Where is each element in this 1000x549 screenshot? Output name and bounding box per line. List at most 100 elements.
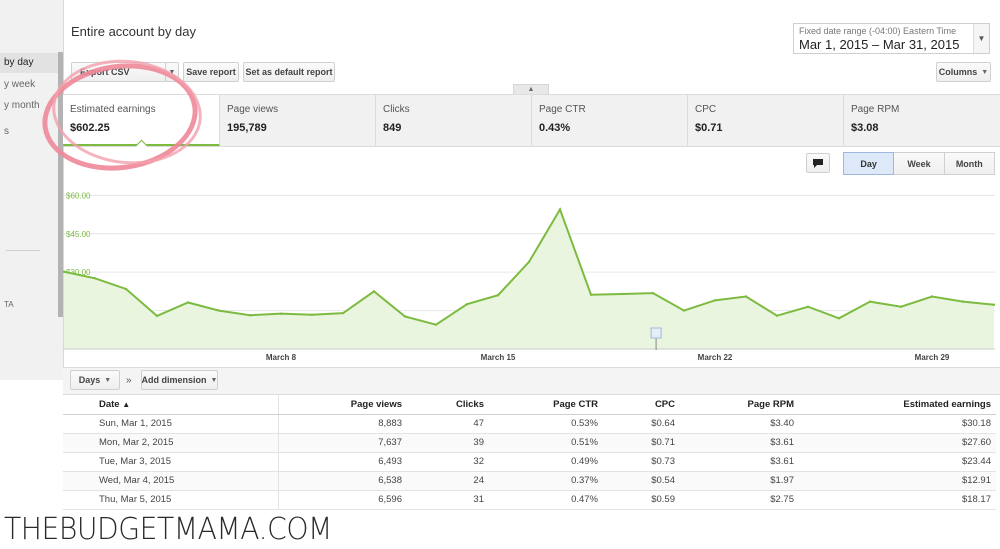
- table-cell: $0.71: [603, 433, 680, 453]
- collapse-handle[interactable]: ▲: [513, 84, 549, 94]
- data-point: [248, 314, 252, 317]
- metric-page-views[interactable]: Page views 195,789: [220, 95, 376, 146]
- column-header-cpc[interactable]: CPC: [603, 395, 680, 415]
- metric-cpc[interactable]: CPC $0.71: [688, 95, 844, 146]
- table-cell: Tue, Mar 3, 2015: [63, 452, 279, 472]
- column-header-date[interactable]: Date ▲: [63, 395, 279, 415]
- metrics-bar: Estimated earnings $602.25 Page views 19…: [63, 94, 1000, 147]
- column-header-estimated-earnings[interactable]: Estimated earnings: [799, 395, 996, 415]
- table-cell: $18.17: [799, 490, 996, 510]
- table-cell: $0.73: [603, 452, 680, 472]
- table-cell: $1.97: [680, 471, 799, 491]
- table-cell: 6,538: [278, 471, 407, 491]
- column-header-page-rpm[interactable]: Page RPM: [680, 395, 799, 415]
- table-row: Wed, Mar 4, 2015 6,538 24 0.37% $0.54 $1.97 $1…: [63, 471, 996, 491]
- columns-label: Columns: [938, 67, 978, 77]
- table-cell: Mon, Mar 2, 2015: [63, 433, 279, 453]
- comment-icon[interactable]: [806, 153, 830, 173]
- date-range-picker[interactable]: Fixed date range (-04:00) Eastern Time M…: [793, 23, 990, 54]
- week-button[interactable]: Week: [894, 152, 945, 175]
- data-point: [775, 314, 779, 317]
- data-point: [372, 290, 376, 293]
- data-point: [310, 313, 314, 316]
- metric-value: $0.71: [695, 122, 723, 134]
- column-header-page-views[interactable]: Page views: [278, 395, 407, 415]
- metric-page-rpm[interactable]: Page RPM $3.08: [844, 95, 1000, 146]
- set-default-report-button[interactable]: Set as default report: [243, 62, 335, 82]
- date-range-label: Fixed date range (-04:00) Eastern Time: [799, 26, 957, 36]
- table-cell: 6,493: [278, 452, 407, 472]
- table-row: Thu, Mar 5, 2015 6,596 31 0.47% $0.59 $2.75 $1…: [63, 490, 996, 510]
- metric-value: 849: [383, 122, 402, 134]
- table-cell: 0.49%: [489, 452, 603, 472]
- data-point: [620, 292, 624, 296]
- columns-button[interactable]: Columns ▼: [936, 62, 991, 82]
- column-header-clicks[interactable]: Clicks: [407, 395, 489, 415]
- table-row: Sun, Mar 1, 2015 8,883 47 0.53% $0.64 $3.40 $3…: [63, 414, 996, 434]
- watermark: THEBUDGETMAMA.COM: [4, 512, 332, 547]
- table-cell: $30.18: [799, 414, 996, 434]
- data-point: [868, 300, 872, 303]
- table-cell: 0.53%: [489, 414, 603, 434]
- data-point: [217, 309, 221, 312]
- data-point: [930, 295, 934, 298]
- sidebar: by day y week y month s TA: [0, 0, 64, 380]
- data-point: [992, 303, 995, 306]
- export-dropdown-button[interactable]: ▼: [165, 62, 179, 82]
- sidebar-item-by-month[interactable]: y month: [4, 100, 40, 111]
- chevron-down-icon[interactable]: ▼: [973, 24, 989, 53]
- table-header-row: Date ▲ Page views Clicks Page CTR CPC Pa…: [63, 395, 996, 415]
- metric-clicks[interactable]: Clicks 849: [376, 95, 532, 146]
- sidebar-item-ta[interactable]: TA: [4, 300, 14, 309]
- metric-label: Estimated earnings: [70, 104, 156, 115]
- x-tick-label: March 15: [481, 353, 516, 362]
- day-button[interactable]: Day: [843, 152, 895, 175]
- data-point: [403, 315, 407, 318]
- metric-estimated-earnings[interactable]: Estimated earnings $602.25: [63, 95, 220, 146]
- table-cell: 0.47%: [489, 490, 603, 510]
- export-csv-label: Export CSV: [80, 67, 130, 77]
- data-point: [93, 277, 97, 280]
- metric-label: CPC: [695, 104, 717, 115]
- table-cell: 32: [407, 452, 489, 472]
- x-tick-label: March 8: [266, 353, 297, 362]
- table-cell: $2.75: [680, 490, 799, 510]
- sidebar-scrollbar[interactable]: [58, 52, 63, 317]
- sidebar-item-s[interactable]: s: [4, 126, 9, 137]
- table-cell: 24: [407, 471, 489, 491]
- chevron-right-icon[interactable]: »: [126, 375, 132, 386]
- metric-value: 0.43%: [539, 122, 571, 134]
- export-csv-button[interactable]: Export CSV: [71, 62, 166, 82]
- sidebar-item-by-day[interactable]: by day: [4, 57, 34, 68]
- add-dimension-button[interactable]: Add dimension ▼: [141, 370, 218, 390]
- table-cell: 8,883: [278, 414, 407, 434]
- data-point: [837, 317, 841, 320]
- x-tick-label: March 22: [698, 353, 733, 362]
- data-point: [651, 291, 655, 295]
- table-cell: 6,596: [278, 490, 407, 510]
- column-header-page-ctr[interactable]: Page CTR: [489, 395, 603, 415]
- add-dimension-label: Add dimension: [141, 375, 207, 385]
- sidebar-selection: [0, 53, 58, 73]
- data-point: [279, 312, 283, 315]
- days-dropdown[interactable]: Days ▼: [70, 370, 120, 390]
- table-cell: 0.37%: [489, 471, 603, 491]
- series-area: [64, 209, 994, 349]
- metric-label: Clicks: [383, 104, 410, 115]
- report-table: Date ▲ Page views Clicks Page CTR CPC Pa…: [63, 395, 996, 510]
- table-cell: $0.59: [603, 490, 680, 510]
- y-tick-label: $45.00: [66, 230, 91, 239]
- data-point: [496, 294, 500, 297]
- data-point: [434, 323, 438, 326]
- table-cell: $0.64: [603, 414, 680, 434]
- data-point: [713, 299, 717, 302]
- metric-page-ctr[interactable]: Page CTR 0.43%: [532, 95, 688, 146]
- data-point: [63, 270, 66, 273]
- save-report-button[interactable]: Save report: [183, 62, 239, 82]
- month-button[interactable]: Month: [944, 152, 995, 175]
- table-row: Tue, Mar 3, 2015 6,493 32 0.49% $0.73 $3.61 $2…: [63, 452, 996, 472]
- metric-value: $3.08: [851, 122, 879, 134]
- sidebar-item-by-week[interactable]: y week: [4, 79, 36, 90]
- data-point: [155, 314, 159, 318]
